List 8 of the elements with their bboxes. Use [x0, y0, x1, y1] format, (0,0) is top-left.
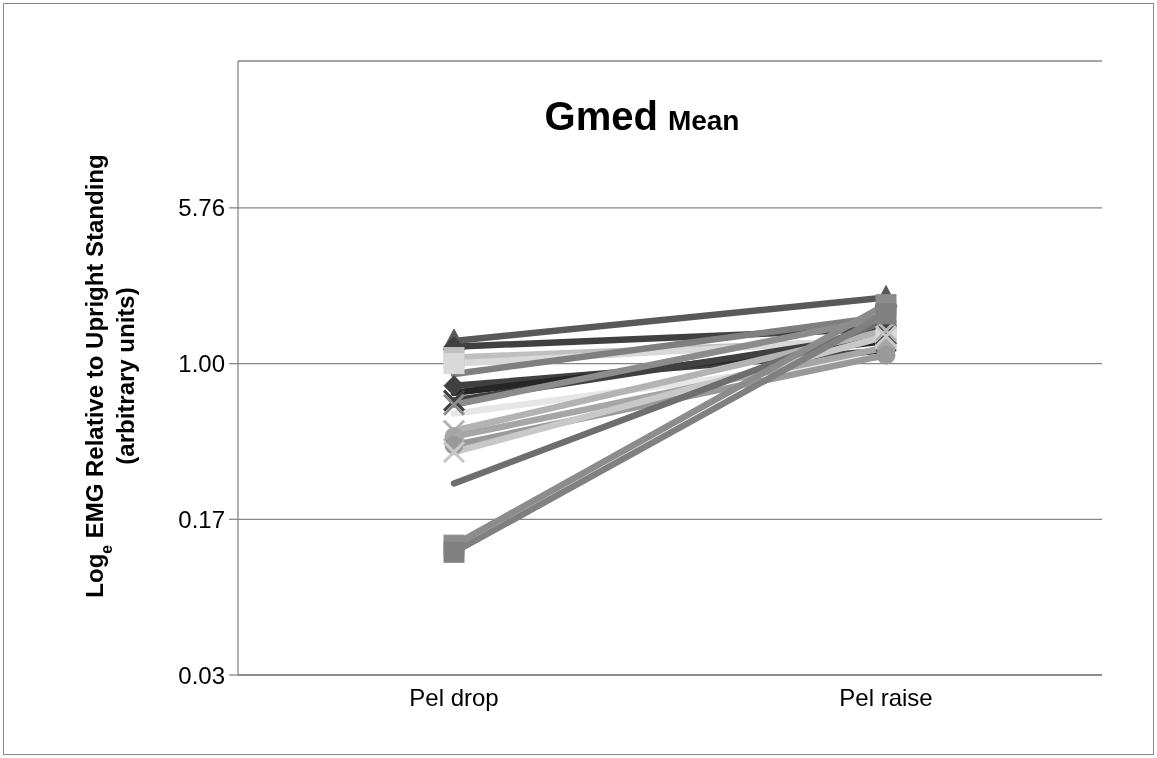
- text: Gmed: [544, 94, 658, 138]
- y-tick-label: 0.17: [178, 505, 225, 533]
- y-tick-label: 1.00: [178, 350, 225, 378]
- y-tick-label: 5.76: [178, 194, 225, 222]
- x-tick-label: Pel raise: [839, 684, 933, 712]
- x-tick-label: Pel drop: [409, 684, 499, 712]
- text: Mean: [667, 105, 740, 136]
- y-tick-label: 0.03: [178, 661, 225, 689]
